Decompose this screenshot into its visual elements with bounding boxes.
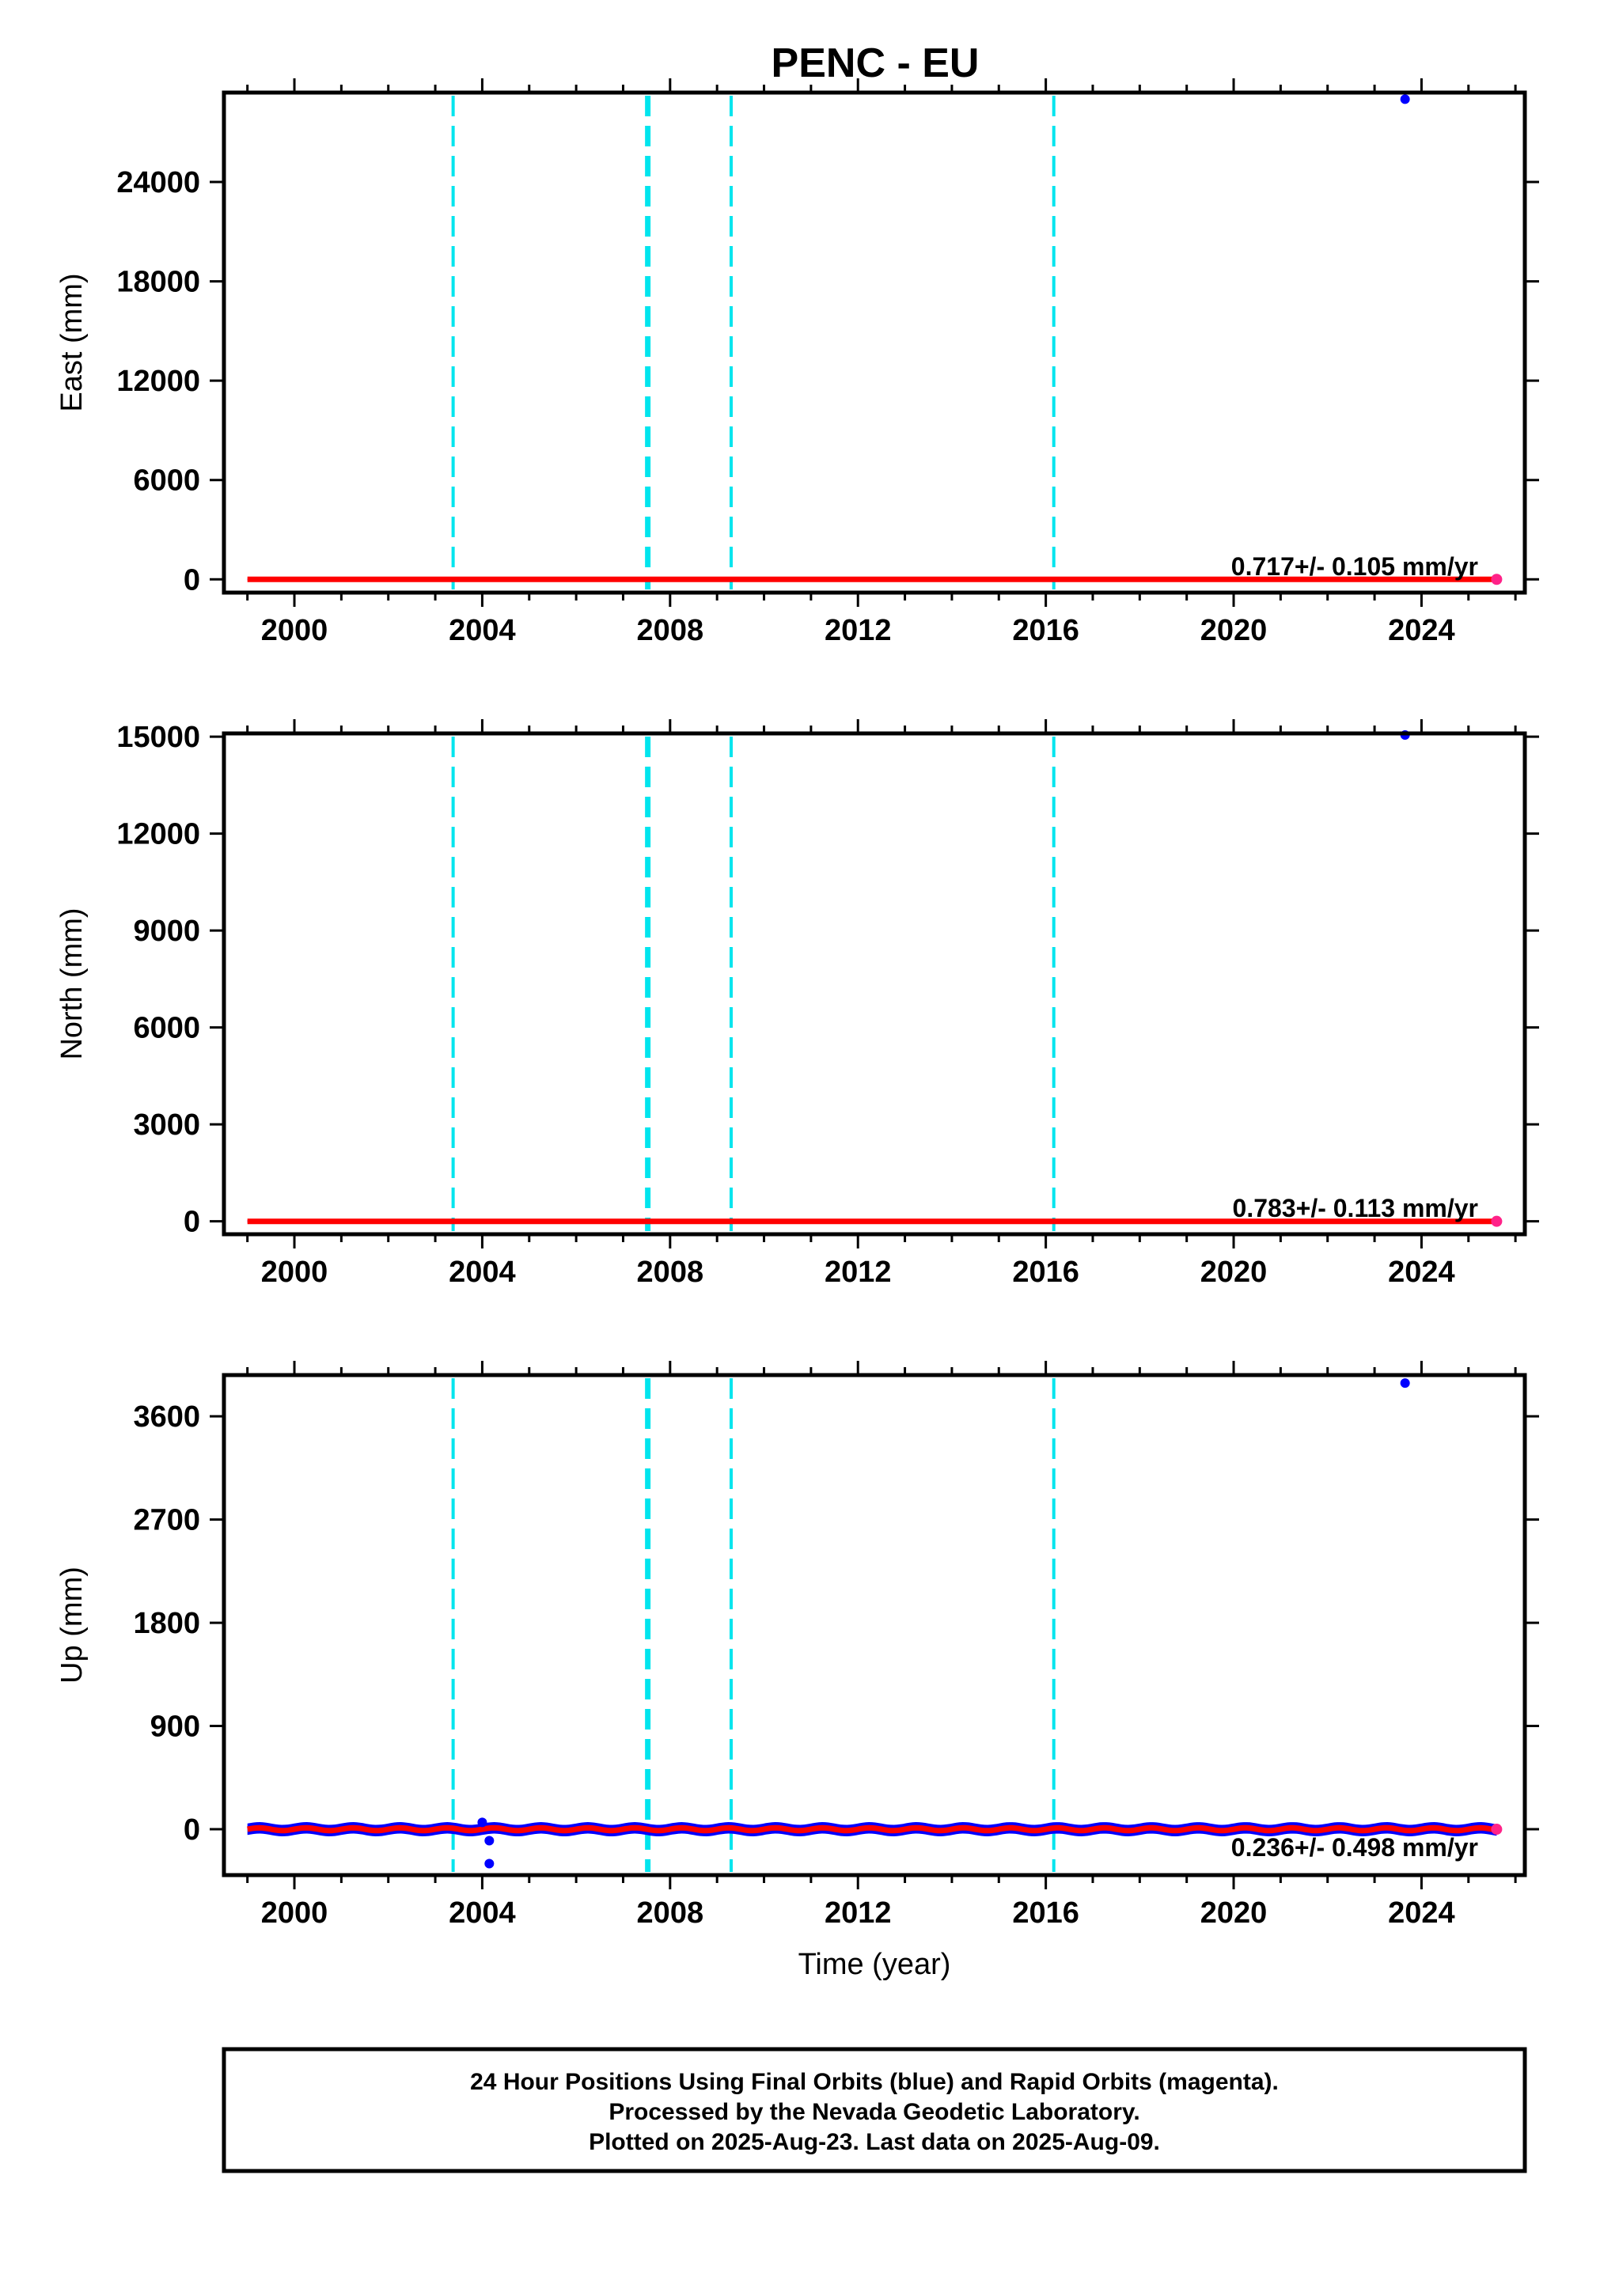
chart-title: PENC - EU: [772, 40, 980, 86]
xtick-label-east-4: 2016: [1012, 614, 1079, 647]
xtick-label-up-6: 2024: [1388, 1896, 1455, 1930]
xtick-label-north-3: 2012: [825, 1256, 892, 1289]
ytick-label-up-2: 1800: [133, 1607, 200, 1640]
panel-north: 0 3000 6000 9000 12000 15000 2000 2004 2008 2012 2…: [55, 719, 1539, 1289]
panel-east: 0 6000 12000 18000 24000 2000 2004 2008 2012 2016…: [55, 78, 1539, 647]
outlier-point-up-0: [477, 1817, 487, 1828]
ytick-label-up-3: 2700: [133, 1504, 200, 1537]
xtick-label-east-3: 2012: [825, 614, 892, 647]
xtick-label-north-1: 2004: [449, 1256, 516, 1289]
panel-up: 0 900 1800 2700 3600 2000 2004 2008 2012 2016 2020…: [55, 1361, 1539, 1930]
xtick-label-up-2: 2008: [637, 1896, 704, 1930]
rapid-orbit-point-east: [1491, 574, 1503, 585]
rate-label-north: 0.783+/- 0.113 mm/yr: [1233, 1194, 1478, 1222]
xtick-label-up-0: 2000: [261, 1896, 328, 1930]
model-fit-line-up: [247, 1824, 1497, 1834]
xtick-label-up-1: 2004: [449, 1896, 516, 1930]
xtick-label-up-5: 2020: [1200, 1896, 1268, 1930]
panel-up-frame: [222, 1373, 1527, 1877]
xtick-label-up-4: 2016: [1012, 1896, 1079, 1930]
ylabel-north: North (mm): [55, 907, 89, 1059]
ytick-label-north-3: 9000: [133, 915, 200, 948]
outlier-point-up-2: [484, 1858, 495, 1869]
ytick-label-east-0: 0: [184, 563, 200, 597]
xtick-label-north-4: 2016: [1012, 1256, 1079, 1289]
panel-east-background: [224, 93, 1525, 593]
footer-line-1: 24 Hour Positions Using Final Orbits (bl…: [470, 2069, 1279, 2095]
footer-box: 24 Hour Positions Using Final Orbits (bl…: [222, 2047, 1527, 2173]
xtick-label-east-6: 2024: [1388, 614, 1455, 647]
rapid-orbit-point-up: [1491, 1824, 1503, 1836]
xtick-label-east-1: 2004: [449, 614, 516, 647]
panel-north-background: [224, 733, 1525, 1234]
xtick-label-east-5: 2020: [1200, 614, 1268, 647]
ytick-label-north-2: 6000: [133, 1012, 200, 1045]
rapid-orbit-point-north: [1491, 1215, 1503, 1227]
xtick-label-north-5: 2020: [1200, 1256, 1268, 1289]
ylabel-up: Up (mm): [55, 1567, 89, 1684]
outlier-point-up-1: [484, 1836, 495, 1846]
xtick-label-north-0: 2000: [261, 1256, 328, 1289]
ylabel-east: East (mm): [55, 273, 89, 411]
ytick-label-east-4: 24000: [116, 166, 200, 199]
xtick-label-north-2: 2008: [637, 1256, 704, 1289]
footer-line-3: Plotted on 2025-Aug-23. Last data on 202…: [589, 2129, 1160, 2155]
xlabel: Time (year): [798, 1948, 951, 1981]
ytick-label-north-5: 15000: [116, 721, 200, 754]
panel-east-frame: [222, 90, 1527, 595]
ytick-label-north-4: 12000: [116, 818, 200, 851]
ytick-label-north-1: 3000: [133, 1108, 200, 1142]
xtick-label-up-3: 2012: [825, 1896, 892, 1930]
ytick-label-up-4: 3600: [133, 1400, 200, 1434]
xtick-label-east-2: 2008: [637, 614, 704, 647]
ytick-label-north-0: 0: [184, 1206, 200, 1239]
outlier-point-east-0: [1400, 94, 1410, 104]
outlier-point-up-3: [1400, 1378, 1410, 1389]
ytick-label-up-1: 900: [150, 1711, 200, 1744]
footer-line-2: Processed by the Nevada Geodetic Laborat…: [609, 2099, 1139, 2125]
panel-north-frame: [222, 731, 1527, 1237]
ytick-label-east-3: 18000: [116, 266, 200, 299]
xtick-label-north-6: 2024: [1388, 1256, 1455, 1289]
panel-up-background: [224, 1375, 1525, 1875]
ytick-label-up-0: 0: [184, 1813, 200, 1847]
rate-label-up: 0.236+/- 0.498 mm/yr: [1231, 1833, 1478, 1862]
xtick-label-east-0: 2000: [261, 614, 328, 647]
ytick-label-east-2: 12000: [116, 365, 200, 398]
rate-label-east: 0.717+/- 0.105 mm/yr: [1231, 552, 1478, 581]
ytick-label-east-1: 6000: [133, 464, 200, 498]
